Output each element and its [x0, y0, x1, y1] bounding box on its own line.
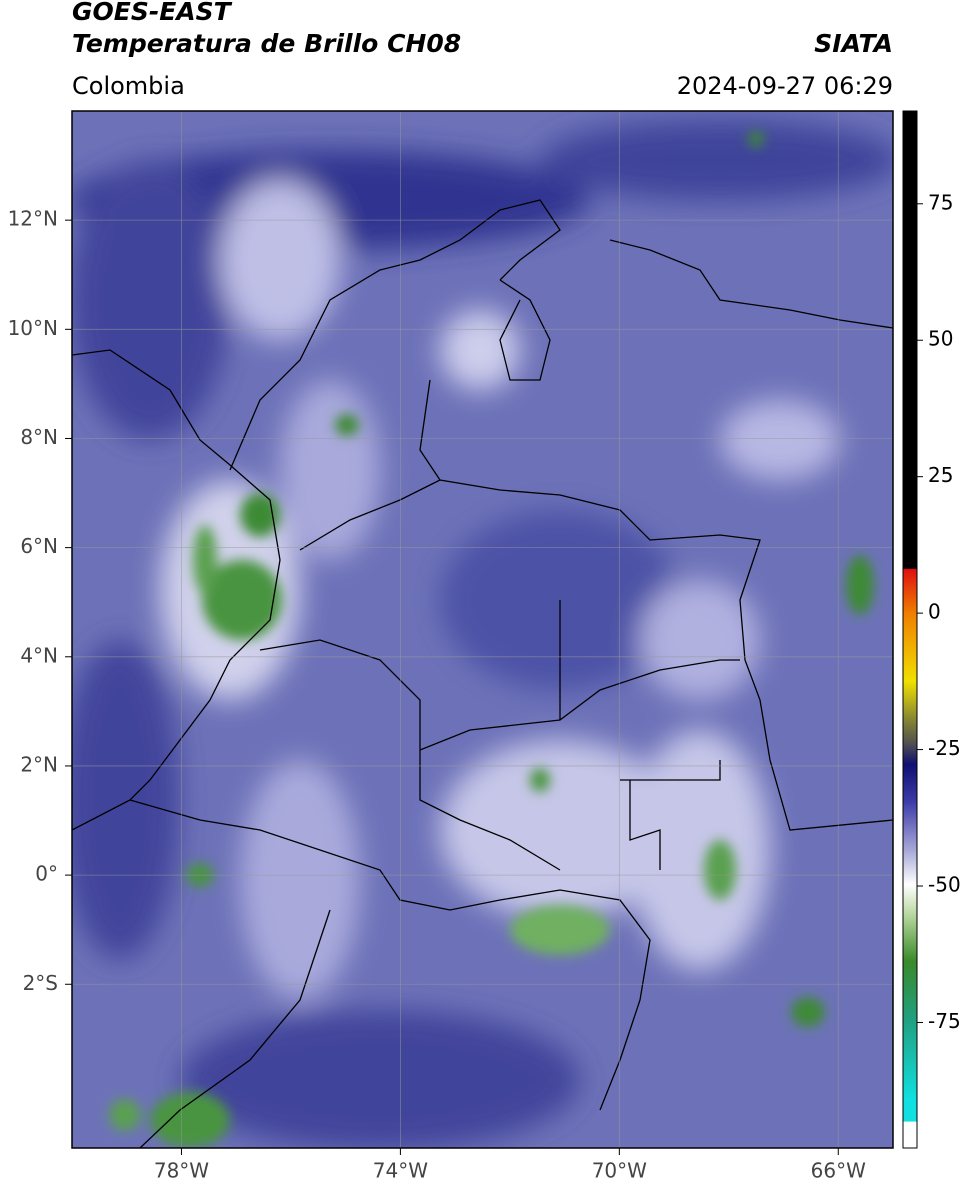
colorbar-tick-label: -25	[928, 736, 961, 760]
colorbar-tick-label: 0	[928, 600, 941, 624]
x-tick-label: 74°W	[373, 1159, 428, 1183]
x-tick-label: 66°W	[811, 1159, 866, 1183]
y-tick-label: 0°	[35, 862, 58, 886]
region: Colombia	[72, 72, 185, 100]
colorbar-tick-label: -50	[928, 873, 961, 897]
satellite-image	[72, 111, 893, 1148]
y-tick-label: 2°S	[23, 971, 58, 995]
y-tick-label: 8°N	[20, 425, 58, 449]
x-tick-label: 70°W	[592, 1159, 647, 1183]
title: GOES-EAST	[72, 0, 233, 26]
colorbar	[902, 110, 918, 1149]
map-frame	[71, 110, 894, 1149]
y-tick-label: 4°N	[20, 643, 58, 667]
colorbar-tick-label: 50	[928, 327, 953, 351]
colorbar-tick-label: -75	[928, 1009, 961, 1033]
x-tick-label: 78°W	[154, 1159, 209, 1183]
y-tick-label: 6°N	[20, 534, 58, 558]
colorbar-tick-label: 75	[928, 190, 953, 214]
y-tick-label: 12°N	[8, 207, 58, 231]
source: SIATA	[814, 29, 893, 58]
timestamp: 2024-09-27 06:29	[677, 72, 893, 100]
y-tick-label: 10°N	[8, 316, 58, 340]
subtitle: Temperatura de Brillo CH08	[72, 29, 461, 58]
colorbar-tick-label: 25	[928, 463, 953, 487]
y-tick-label: 2°N	[20, 752, 58, 776]
